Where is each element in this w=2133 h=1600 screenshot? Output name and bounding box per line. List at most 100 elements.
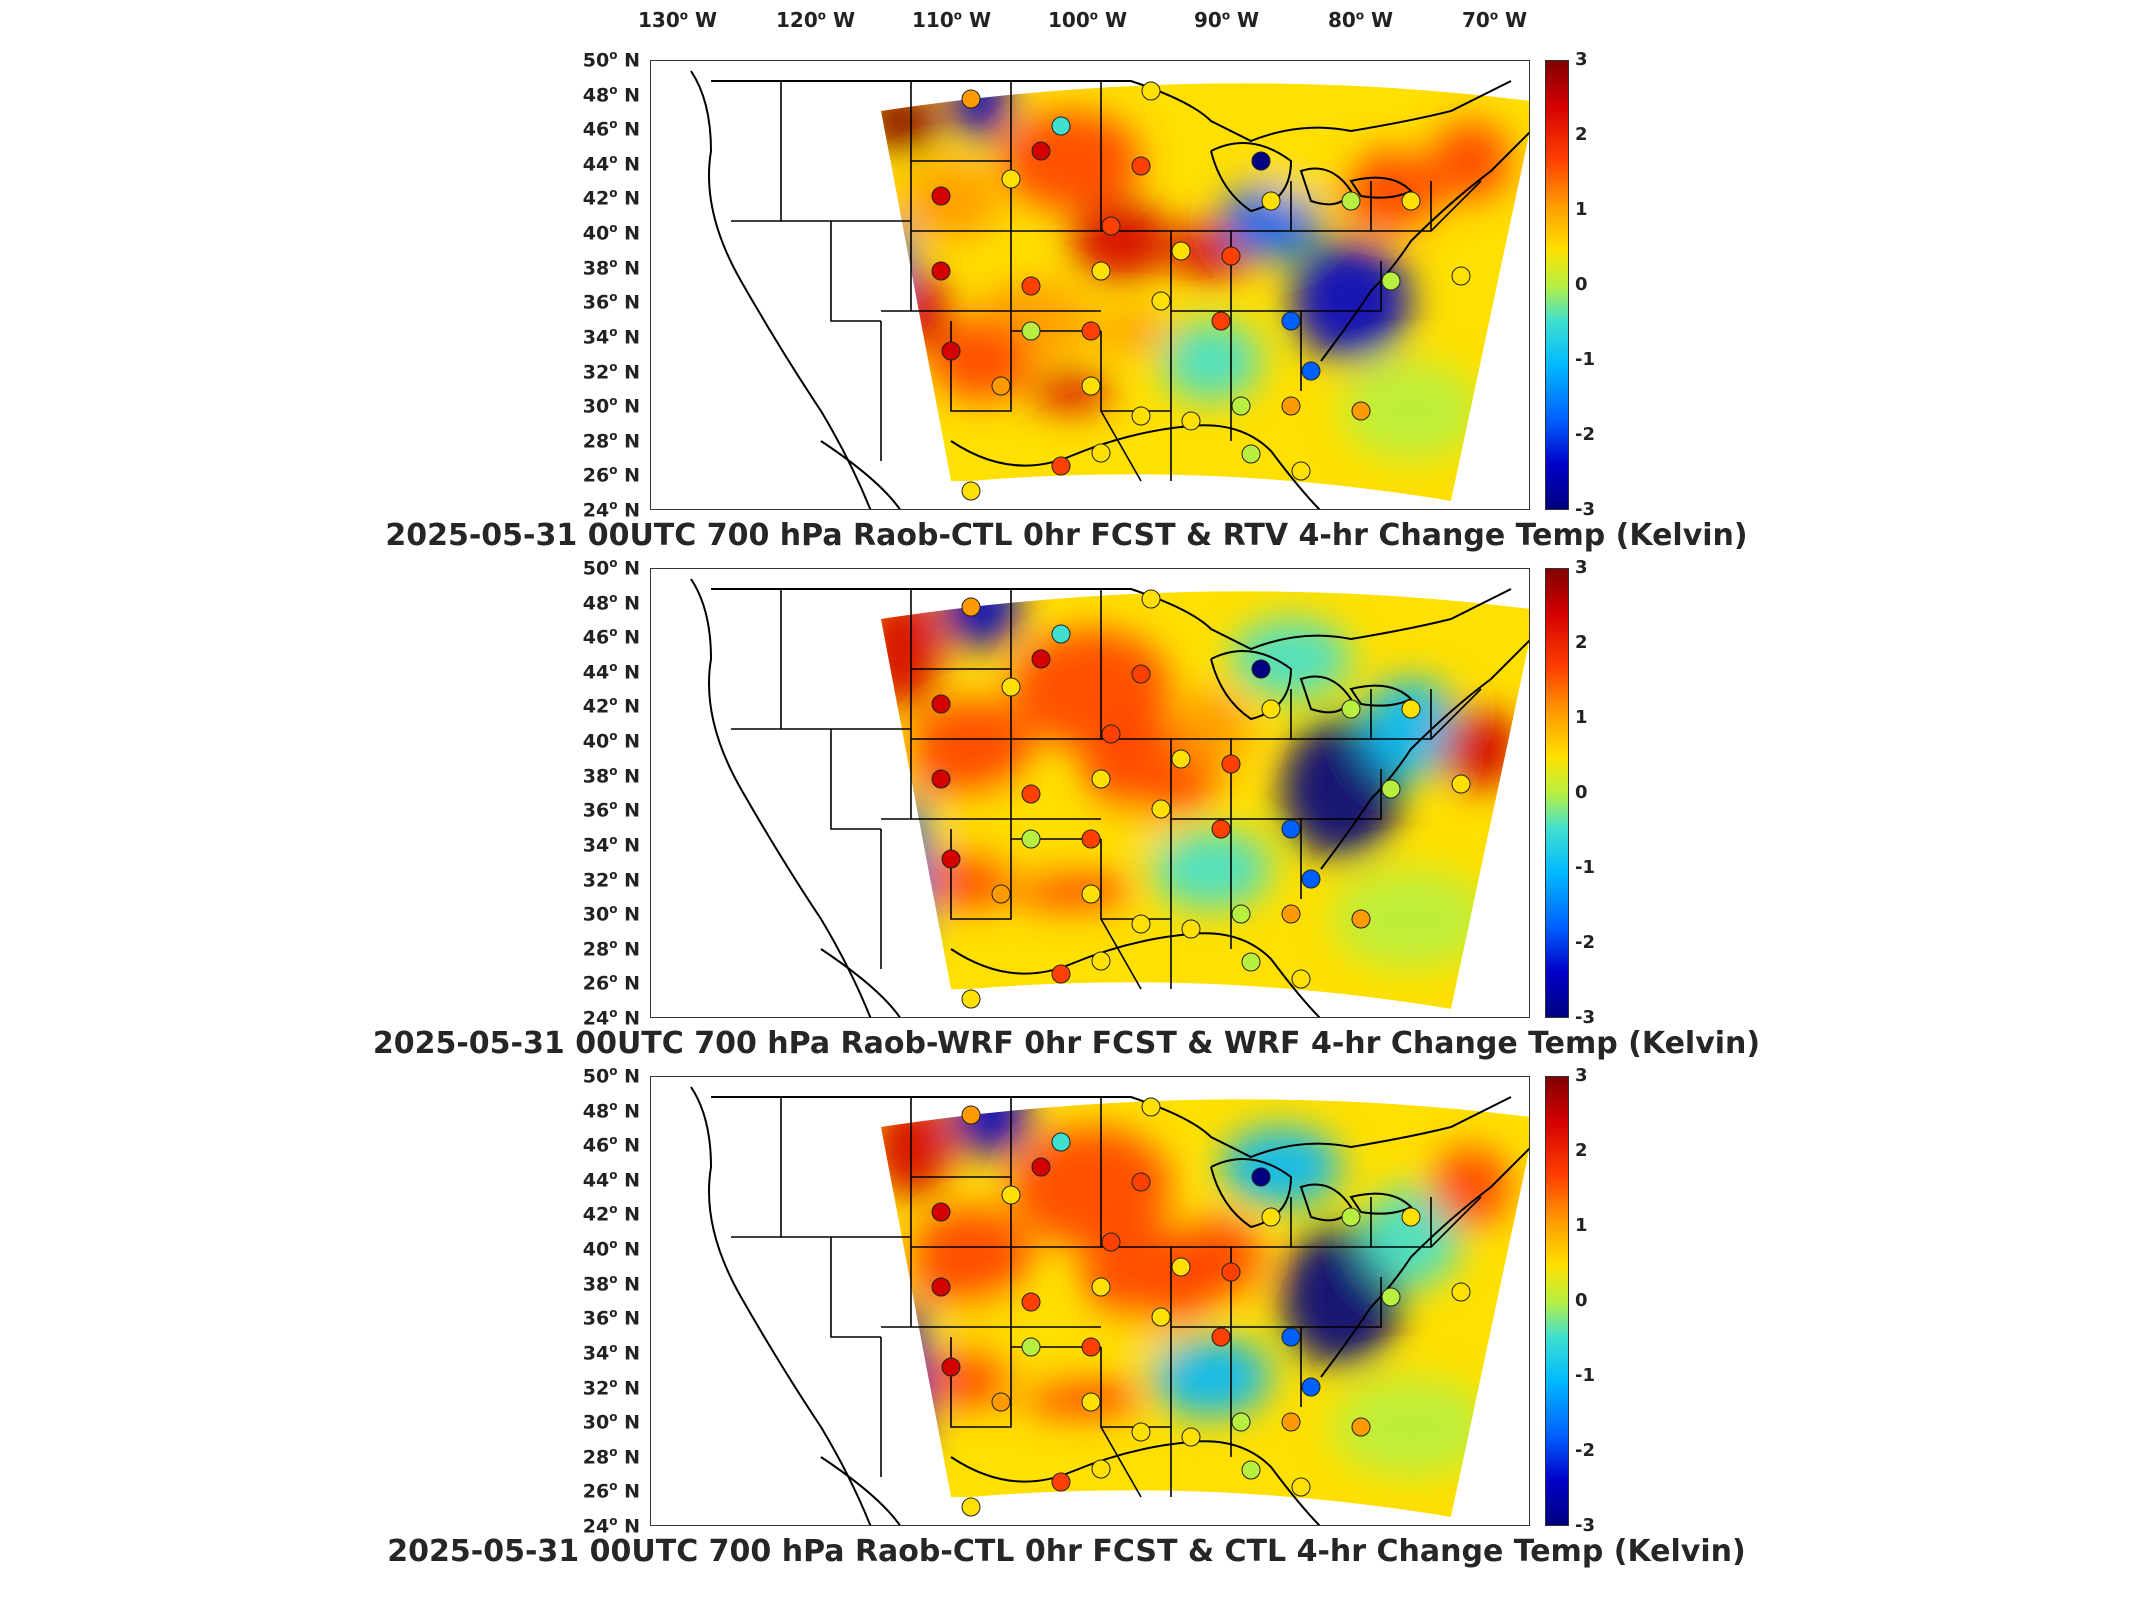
latitude-label: 28o N	[582, 1444, 640, 1469]
raob-station-marker	[1351, 401, 1371, 421]
coastlines	[690, 578, 1529, 1017]
colorbar-tick: -3	[1575, 1007, 1595, 1028]
raob-station-marker	[991, 376, 1011, 396]
latitude-label: 32o N	[582, 867, 640, 891]
raob-station-marker	[1261, 1207, 1281, 1227]
latitude-label: 28o N	[582, 936, 640, 961]
raob-station-marker	[1091, 1277, 1111, 1297]
raob-stations	[931, 589, 1471, 1009]
state-borders	[731, 589, 1482, 990]
colorbar	[1545, 60, 1569, 510]
raob-station-marker	[1171, 749, 1191, 769]
raob-station-marker	[1081, 321, 1101, 341]
field-anomaly-blob	[1291, 241, 1411, 361]
raob-stations	[931, 1097, 1471, 1517]
raob-station-marker	[1291, 1477, 1311, 1497]
raob-station-marker	[1281, 904, 1301, 924]
raob-station-marker	[1341, 191, 1361, 211]
raob-station-marker	[1281, 311, 1301, 331]
latitude-label: 48o N	[582, 590, 640, 614]
raob-station-marker	[1401, 1207, 1421, 1227]
longitude-label: 70o W	[1462, 8, 1528, 32]
raob-station-marker	[1451, 266, 1471, 286]
raob-station-marker	[1221, 1262, 1241, 1282]
latitude-label: 30o N	[582, 902, 640, 926]
latitude-label: 40o N	[582, 221, 640, 245]
colorbar-tick: 0	[1575, 782, 1588, 803]
latitude-label: 46o N	[582, 625, 640, 649]
field-anomaly-blob	[1361, 679, 1461, 779]
raob-station-marker	[1171, 241, 1191, 261]
raob-station-marker	[1131, 156, 1151, 176]
latitude-label: 50o N	[582, 1064, 640, 1088]
raob-station-marker	[1151, 291, 1171, 311]
latitude-label: 42o N	[582, 1202, 640, 1226]
raob-station-marker	[1091, 261, 1111, 281]
latitude-label: 50o N	[582, 556, 640, 580]
latitude-label: 36o N	[582, 1306, 640, 1330]
raob-station-marker	[1301, 869, 1321, 889]
raob-station-marker	[1281, 819, 1301, 839]
raob-station-marker	[1091, 769, 1111, 789]
raob-station-marker	[961, 597, 981, 617]
raob-station-marker	[1251, 151, 1271, 171]
latitude-label: 34o N	[582, 1340, 640, 1365]
field-anomaly-blob	[1011, 629, 1171, 749]
colorbar-tick: 2	[1575, 632, 1588, 653]
latitude-label: 38o N	[582, 1271, 640, 1296]
field-anomaly-blob	[951, 83, 1011, 141]
colorbar-tick: 1	[1575, 707, 1588, 728]
raob-station-marker	[1211, 311, 1231, 331]
raob-station-marker	[1291, 969, 1311, 989]
longitude-label: 90o W	[1194, 8, 1260, 32]
field-anomaly-blob	[1441, 709, 1521, 789]
latitude-label: 24o N	[582, 498, 640, 522]
temperature-field-map	[690, 70, 1529, 509]
raob-station-marker	[1101, 1232, 1121, 1252]
raob-station-marker	[991, 1392, 1011, 1412]
raob-station-marker	[1181, 1427, 1201, 1447]
raob-station-marker	[1031, 649, 1051, 669]
latitude-label: 34o N	[582, 832, 640, 857]
field-anomaly-blob	[881, 91, 941, 151]
latitude-label: 38o N	[582, 255, 640, 280]
latitude-label: 40o N	[582, 729, 640, 753]
raob-station-marker	[1261, 191, 1281, 211]
colorbar-tick: -2	[1575, 1440, 1595, 1461]
coastlines	[690, 70, 1529, 509]
field-anomaly-blob	[1431, 121, 1511, 201]
latitude-axis: 50o N 48o N 46o N 44o N 42o N 40o N 38o N 36o N…	[560, 556, 640, 1029]
raob-station-marker	[1131, 1172, 1151, 1192]
latitude-label: 46o N	[582, 117, 640, 141]
raob-station-marker	[1151, 1307, 1171, 1327]
field-anomaly-blob	[1181, 1217, 1261, 1297]
raob-station-marker	[1231, 904, 1251, 924]
raob-station-marker	[1021, 1337, 1041, 1357]
raob-station-marker	[1351, 909, 1371, 929]
colorbar-tick: -2	[1575, 424, 1595, 445]
raob-station-marker	[1261, 699, 1281, 719]
raob-station-marker	[1021, 276, 1041, 296]
raob-station-marker	[1241, 444, 1261, 464]
longitude-axis: 130o W 120o W 110o W 100o W 90o W 80o W 70o W	[0, 0, 2133, 50]
raob-station-marker	[1131, 664, 1151, 684]
raob-station-marker	[1051, 456, 1071, 476]
colorbar-tick: -1	[1575, 1365, 1595, 1386]
raob-station-marker	[931, 1277, 951, 1297]
raob-station-marker	[1211, 1327, 1231, 1347]
latitude-label: 48o N	[582, 82, 640, 106]
colorbar-tick: -3	[1575, 1515, 1595, 1536]
raob-station-marker	[1281, 396, 1301, 416]
raob-station-marker	[1211, 819, 1231, 839]
field-anomaly-blob	[881, 591, 941, 709]
raob-station-marker	[1081, 376, 1101, 396]
temperature-change-field	[881, 83, 1529, 501]
raob-station-marker	[1141, 589, 1161, 609]
colorbar	[1545, 568, 1569, 1018]
raob-station-marker	[1001, 169, 1021, 189]
panel-title: 2025-05-31 00UTC 700 hPa Raob-CTL 0hr FC…	[385, 518, 1748, 553]
field-anomaly-blob	[1341, 151, 1441, 231]
raob-station-marker	[1101, 724, 1121, 744]
latitude-label: 26o N	[582, 971, 640, 995]
field-anomaly-blob	[901, 161, 1001, 241]
